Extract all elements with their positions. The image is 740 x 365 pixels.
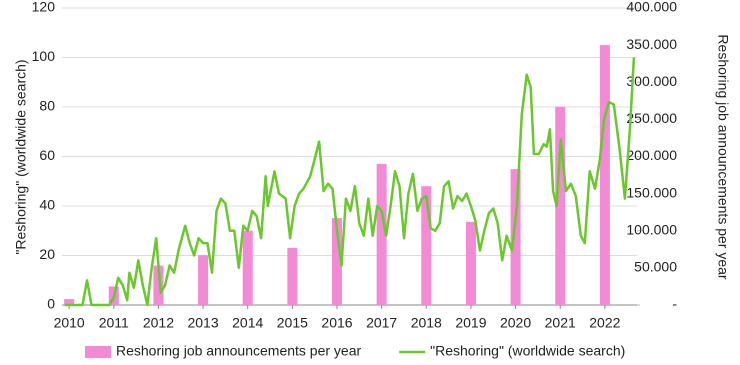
bar — [421, 186, 432, 305]
bar — [242, 230, 253, 305]
bar — [510, 169, 521, 305]
x-tick-label: 2019 — [455, 315, 486, 331]
bar — [555, 106, 566, 305]
bar — [376, 163, 387, 305]
x-tick-label: 2021 — [545, 315, 576, 331]
y-tick-label: 120 — [32, 0, 56, 15]
legend-label: "Reshoring" (worldwide search) — [430, 343, 625, 359]
y2-tick-label: 50.000 — [634, 259, 677, 275]
y-tick-label: 100 — [32, 48, 56, 64]
y-axis-label: "Reshoring" (worldwide search) — [13, 59, 29, 254]
y-tick-label: 80 — [39, 98, 55, 114]
legend-label: Reshoring job announcements per year — [116, 343, 361, 359]
x-tick-label: 2010 — [54, 315, 85, 331]
x-tick-label: 2020 — [500, 315, 531, 331]
bar — [64, 299, 75, 305]
x-tick-label: 2015 — [277, 315, 308, 331]
y2-tick-label: 150.000 — [626, 184, 677, 200]
x-tick-label: 2022 — [589, 315, 620, 331]
x-tick-label: 2017 — [366, 315, 397, 331]
x-tick-label: 2014 — [232, 315, 263, 331]
line — [64, 57, 636, 307]
y2-tick-label: 400.000 — [626, 0, 677, 15]
y2-tick-label: 100.000 — [626, 221, 677, 237]
y-tick-label: 40 — [39, 197, 55, 213]
bar — [153, 265, 164, 305]
y2-axis-label: Reshoring job announcements per year — [715, 34, 731, 279]
y-tick-label: 0 — [47, 296, 55, 312]
x-tick-label: 2012 — [143, 315, 174, 331]
legend-swatch — [85, 346, 111, 358]
y2-tick-label: 250.000 — [626, 110, 677, 126]
x-tick-label: 2013 — [187, 315, 218, 331]
y-tick-label: 20 — [39, 246, 55, 262]
bar — [198, 255, 209, 305]
y2-tick-label: 350.000 — [626, 36, 677, 52]
bar — [287, 247, 298, 305]
y2-tick-label: - — [672, 296, 677, 312]
y-tick-label: 60 — [39, 147, 55, 163]
x-tick-label: 2011 — [99, 315, 129, 331]
bar — [599, 45, 610, 305]
x-tick-label: 2018 — [411, 315, 442, 331]
y2-tick-label: 300.000 — [626, 73, 677, 89]
bar — [465, 221, 476, 305]
bar — [332, 218, 342, 305]
y2-tick-label: 200.000 — [626, 147, 677, 163]
x-tick-label: 2016 — [321, 315, 352, 331]
